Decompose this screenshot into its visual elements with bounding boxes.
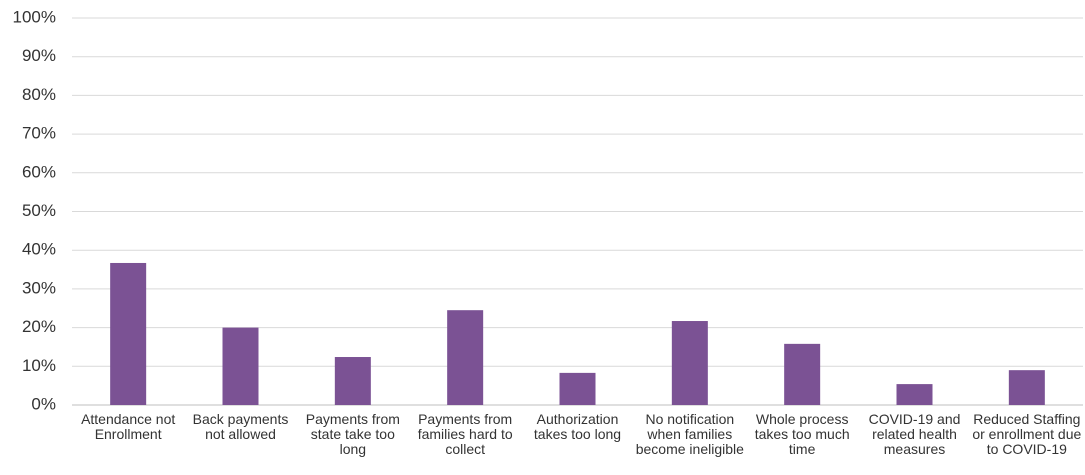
x-tick-label: No notification when families become ine…: [635, 412, 744, 457]
y-tick-label: 90%: [22, 46, 56, 65]
x-tick-label: Authorization takes too long: [533, 412, 622, 442]
x-tick-label-box: Authorization takes too long: [533, 412, 622, 442]
bar: [447, 310, 484, 405]
y-tick-label: 60%: [22, 162, 56, 181]
y-tick-label: 80%: [22, 85, 56, 104]
bar: [896, 384, 933, 405]
x-tick-label-box: Back payments not allowed: [192, 412, 289, 442]
y-tick-label: 20%: [22, 317, 56, 336]
y-tick-label: 70%: [22, 124, 56, 143]
y-tick-label: 30%: [22, 278, 56, 297]
x-tick-label: Back payments not allowed: [192, 412, 289, 442]
x-tick-label: Reduced Staffing or enrollment due to CO…: [972, 412, 1082, 457]
y-tick-label: 40%: [22, 240, 56, 259]
bar: [222, 327, 259, 405]
x-tick-label: Attendance not Enrollment: [81, 412, 176, 442]
x-tick-label-box: COVID-19 and related health measures: [868, 412, 961, 457]
x-tick-label-box: Payments from families hard to collect: [417, 412, 513, 457]
bar: [671, 321, 708, 405]
x-tick-label: Payments from state take too long: [305, 412, 400, 457]
bar: [1008, 370, 1045, 405]
x-tick-label: COVID-19 and related health measures: [868, 412, 961, 457]
x-tick-label-box: Payments from state take too long: [305, 412, 400, 457]
x-tick-label-box: Whole process takes too much time: [754, 412, 850, 457]
y-tick-label: 50%: [22, 201, 56, 220]
x-tick-label-box: Attendance not Enrollment: [81, 412, 176, 442]
bar: [784, 343, 821, 405]
x-tick-label: Payments from families hard to collect: [417, 412, 513, 457]
bar: [110, 262, 147, 405]
bar: [334, 357, 371, 405]
x-tick-label-box: Reduced Staffing or enrollment due to CO…: [972, 412, 1082, 457]
x-tick-label-box: No notification when families become ine…: [635, 412, 744, 457]
x-tick-label: Whole process takes too much time: [754, 412, 850, 457]
bar: [559, 372, 596, 405]
y-tick-label: 0%: [31, 394, 56, 413]
y-tick-label: 100%: [13, 7, 56, 26]
y-tick-label: 10%: [22, 356, 56, 375]
